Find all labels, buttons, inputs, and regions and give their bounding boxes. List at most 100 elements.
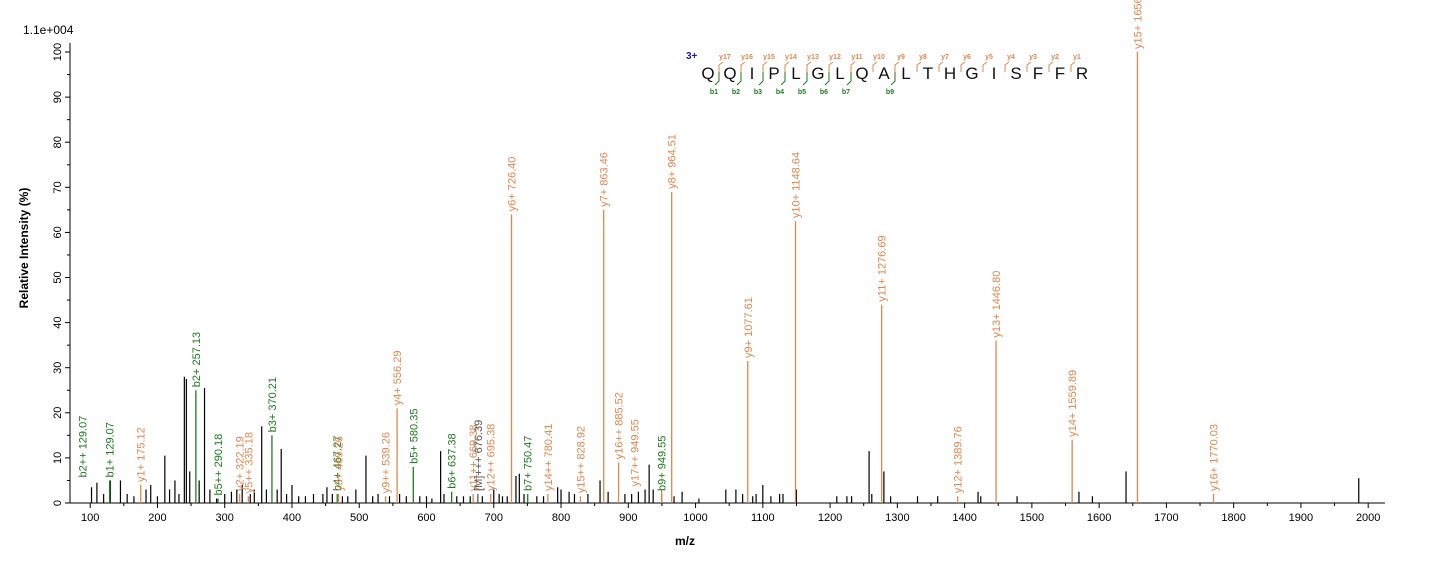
y-ion-cleavage-mark (1070, 61, 1076, 72)
y-ion-cleavage-mark (806, 61, 812, 72)
b-ion-cleavage-mark (846, 72, 852, 86)
y-tick-label: 30 (52, 362, 64, 374)
peak-label-y-ion: y15+ 1656.94 (1132, 0, 1144, 49)
peak-label-y-ion: y17++ 949.55 (630, 419, 642, 486)
sequence-residue: F (1055, 64, 1065, 83)
x-tick-label: 1700 (1154, 512, 1178, 524)
b-ion-index-label: b1 (710, 89, 718, 96)
y-ion-cleavage-mark (916, 61, 922, 72)
y-ion-index-label: y12 (829, 54, 841, 61)
peak-label-b-ion: b5++ 290.18 (213, 434, 225, 496)
axis-layer: 100 200 300 400 500 600 700 800 900 1000 1100 1200 1… (52, 43, 1385, 524)
charge-state: 3+ (686, 51, 698, 62)
y-tick-label: 70 (52, 181, 64, 193)
y-tick-label: 0 (52, 500, 64, 506)
x-tick-label: 1100 (751, 512, 775, 524)
peak-label-y-ion: y12++ 695.38 (486, 424, 498, 491)
y-tick-label: 50 (52, 271, 64, 283)
sequence-residue: I (750, 64, 755, 83)
y-ion-cleavage-mark (982, 61, 988, 72)
y-ion-index-label: y7 (941, 54, 949, 61)
sequence-residue: S (1010, 64, 1021, 83)
x-tick-label: 1000 (683, 512, 707, 524)
peak-label-y-ion: y9++ 539.26 (381, 432, 393, 493)
b-ion-cleavage-mark (758, 72, 764, 86)
sequence-residue: L (791, 64, 800, 83)
y-ion-index-label: y15 (763, 54, 775, 61)
y-ion-index-label: y14 (785, 54, 797, 61)
sequence-residue: H (944, 64, 956, 83)
y-ion-cleavage-mark (938, 61, 944, 72)
peak-layer (90, 52, 1360, 503)
x-tick-label: 100 (81, 512, 99, 524)
peak-label-y-ion: y12+ 1389.76 (953, 426, 965, 493)
peak-label-y-ion: y9+ 1077.61 (743, 297, 755, 358)
b-ion-cleavage-mark (824, 72, 830, 86)
y-ion-index-label: y9 (897, 54, 905, 61)
b-ion-index-label: b3 (754, 89, 762, 96)
y-ion-cleavage-mark (784, 61, 790, 72)
b-ion-index-label: b6 (820, 89, 828, 96)
sequence-residue: Q (701, 64, 714, 83)
peak-label-y-ion: y11+ 1276.69 (877, 235, 889, 301)
x-tick-label: 1600 (1087, 512, 1111, 524)
x-tick-label: 200 (148, 512, 166, 524)
sequence-residue: T (923, 64, 933, 83)
sequence-residue: F (1033, 64, 1043, 83)
peak-label-y-ion: y15++ 828.92 (575, 426, 587, 493)
x-tick-label: 1300 (885, 512, 909, 524)
peak-label-y-ion: y5++ 335.18 (243, 432, 255, 493)
b-ion-cleavage-mark (802, 72, 808, 86)
peak-label-b-ion: b2++ 129.07 (78, 416, 90, 478)
peak-label-b-ion: b3+ 370.21 (267, 377, 279, 432)
y-ion-index-label: y4 (1007, 54, 1015, 61)
x-tick-label: 900 (619, 512, 637, 524)
x-tick-label: 300 (216, 512, 234, 524)
sequence-residue: L (835, 64, 844, 83)
x-tick-label: 1400 (952, 512, 976, 524)
y-tick-label: 100 (52, 43, 64, 61)
y-ion-index-label: y6 (963, 54, 971, 61)
y-ion-index-label: y13 (807, 54, 819, 61)
b-ion-index-label: b5 (798, 89, 806, 96)
peak-label-y-ion: y16+ 1770.03 (1208, 424, 1220, 491)
x-tick-label: 800 (552, 512, 570, 524)
peak-label-y-ion: y3+ 469.26 (334, 436, 346, 491)
x-tick-label: 1900 (1289, 512, 1313, 524)
y-ion-cleavage-mark (894, 61, 900, 72)
x-tick-label: 700 (485, 512, 503, 524)
sequence-residue: I (992, 64, 997, 83)
peak-label-y-ion: y11++ 669.38 (468, 425, 480, 491)
sequence-residue: Q (855, 64, 868, 83)
b-ion-index-label: b4 (776, 89, 784, 96)
y-ion-cleavage-mark (762, 61, 768, 72)
peak-label-p-ion: [M]+++ 676.39 (473, 420, 485, 491)
x-tick-label: 500 (350, 512, 368, 524)
y-ion-index-label: y10 (873, 54, 885, 61)
y-tick-label: 10 (52, 452, 64, 464)
peak-label-layer: b1+ 129.07 b2++ 129.07 y1+ 175.12 b2+ 257.1… (78, 0, 1221, 495)
y-ion-index-label: y5 (985, 54, 993, 61)
b-ion-index-label: b9 (886, 89, 894, 96)
y-ion-index-label: y1 (1073, 54, 1081, 61)
x-tick-label: 1800 (1221, 512, 1245, 524)
sequence-annotation: 3+Q Q I P L G L Q A L T H G I S F F Ry17b1y16b2y15b3y14b4… (686, 51, 1088, 96)
y-tick-label: 40 (52, 316, 64, 328)
y-tick-label: 60 (52, 226, 64, 238)
peak-label-y-ion: y14+ 1559.89 (1067, 370, 1079, 437)
sequence-residue: G (811, 64, 824, 83)
x-axis-title: m/z (675, 534, 695, 548)
peak-label-y-ion: y8+ 964.51 (667, 134, 679, 189)
sequence-residue: A (878, 64, 890, 83)
x-tick-label: 400 (283, 512, 301, 524)
y-ion-index-label: y3 (1029, 54, 1037, 61)
y-ion-cleavage-mark (1004, 61, 1010, 72)
peak-label-y-ion: y4+ 556.29 (392, 351, 404, 406)
x-tick-label: 2000 (1356, 512, 1380, 524)
y-ion-index-label: y16 (741, 54, 753, 61)
peak-label-b-ion: b7+ 750.47 (523, 436, 535, 491)
peak-label-y-ion: y14++ 780.41 (543, 424, 555, 491)
peak-label-b-ion: b4+ 467.27 (332, 436, 344, 491)
b-ion-cleavage-mark (714, 72, 720, 86)
